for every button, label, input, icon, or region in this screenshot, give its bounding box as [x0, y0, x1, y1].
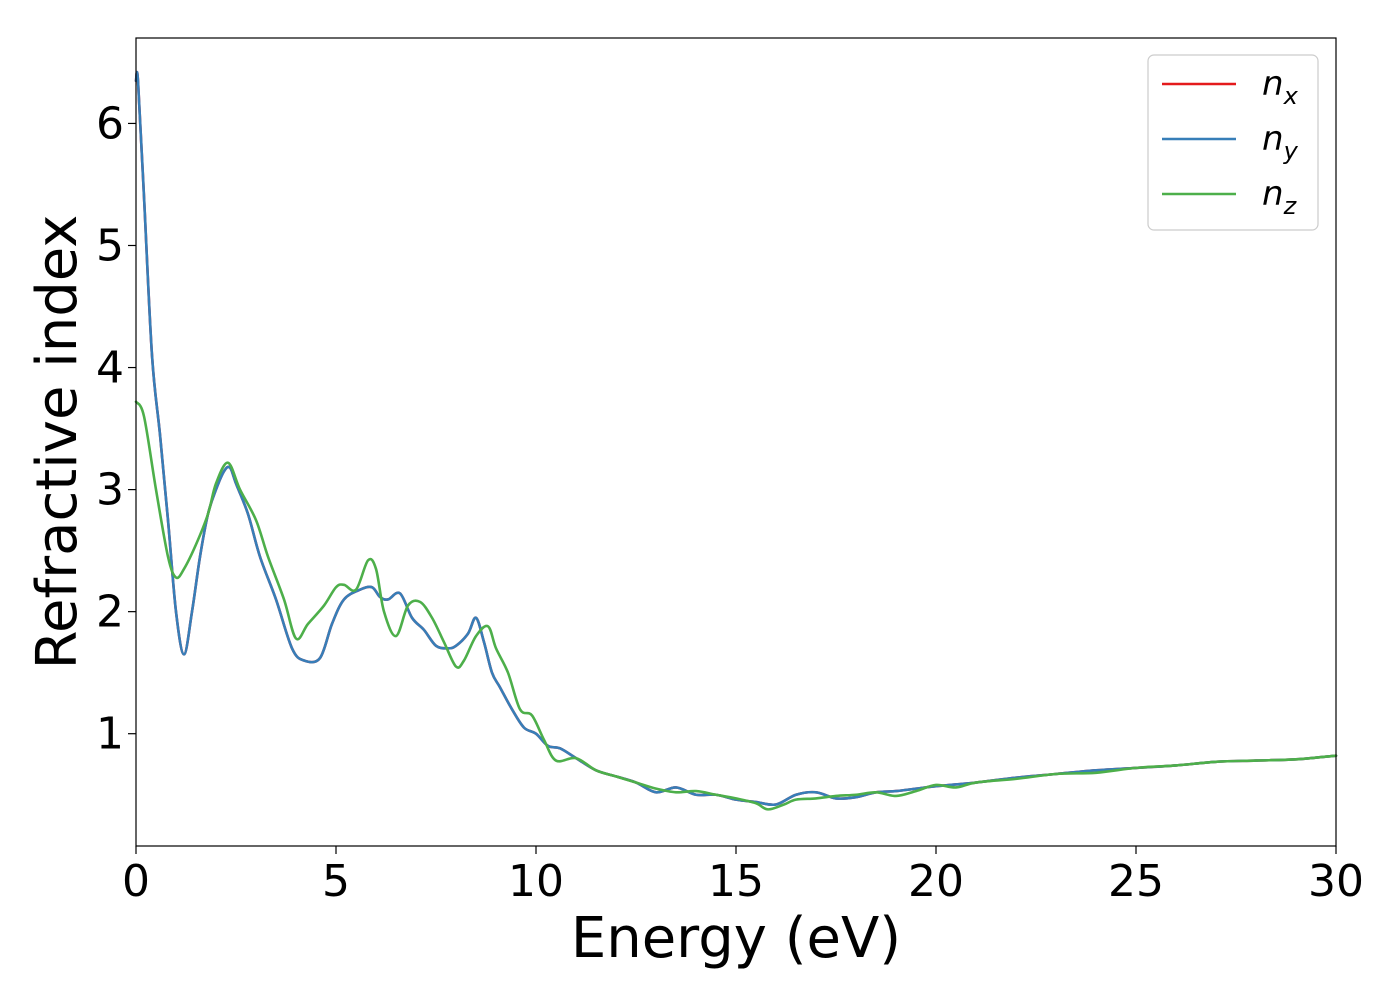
- x-axis-ticks: 0 5 10 15 20 25 30: [122, 846, 1364, 907]
- x-tick-label: 30: [1308, 856, 1364, 907]
- x-tick-label: 20: [908, 856, 964, 907]
- legend-box: [1147, 54, 1319, 231]
- y-tick-label: 4: [96, 343, 124, 394]
- x-tick-label: 25: [1108, 856, 1164, 907]
- series-layer: [134, 70, 1338, 811]
- legend-subscript-y: y: [1283, 137, 1299, 165]
- x-tick-label: 5: [322, 856, 350, 907]
- y-tick-label: 6: [96, 98, 124, 149]
- x-tick-label: 0: [122, 856, 150, 907]
- x-axis-title: Energy (eV): [571, 906, 901, 971]
- y-axis-title: Refractive index: [25, 215, 90, 670]
- y-axis-ticks: 1 2 3 4 5 6: [96, 98, 136, 760]
- legend-subscript-z: z: [1283, 192, 1298, 220]
- x-tick-label: 15: [708, 856, 764, 907]
- series-line-y: [134, 70, 1338, 807]
- y-tick-label: 1: [96, 709, 124, 760]
- y-tick-label: 3: [96, 465, 124, 516]
- y-tick-label: 5: [96, 220, 124, 271]
- series-line-z: [134, 400, 1338, 811]
- x-tick-label: 10: [508, 856, 564, 907]
- legend-subscript-x: x: [1283, 82, 1299, 110]
- y-tick-label: 2: [96, 587, 124, 638]
